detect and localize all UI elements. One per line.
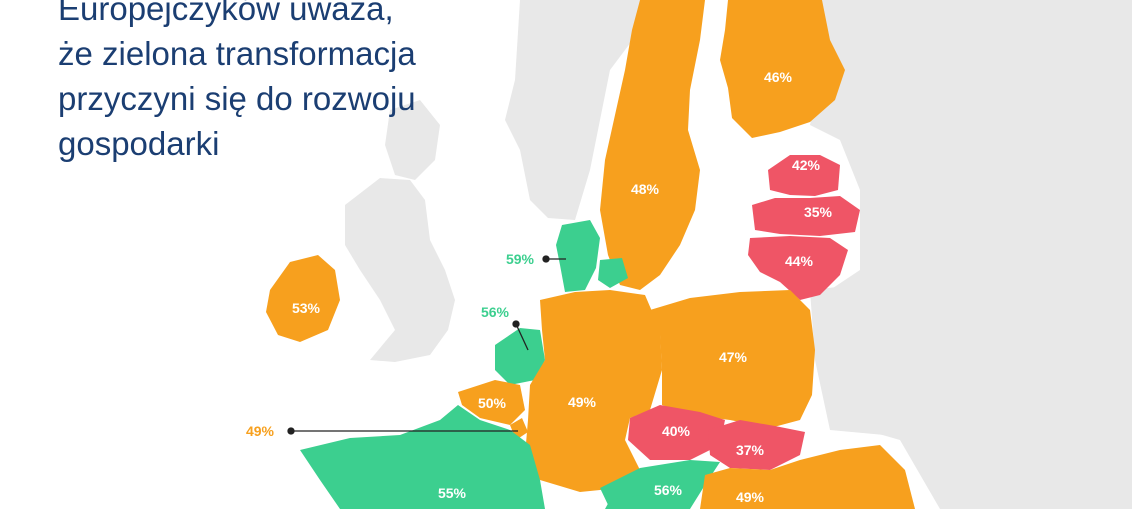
- headline-line-4: gospodarki: [58, 125, 220, 162]
- luxembourg-connector-dot: [287, 427, 295, 435]
- label-denmark: 59%: [506, 251, 535, 267]
- label-france: 55%: [438, 485, 467, 501]
- slovakia-shape[interactable]: [708, 420, 805, 470]
- netherlands-shape[interactable]: [495, 328, 545, 385]
- denmark-shape[interactable]: [556, 220, 628, 292]
- belgium-shape[interactable]: [458, 380, 525, 425]
- country-labels: 46% 48% 42% 35% 44% 59% 53% 56% 50% 49% …: [246, 69, 833, 505]
- label-estonia: 42%: [792, 157, 821, 173]
- belarus-ukraine-land: [810, 280, 980, 440]
- russia-land: [800, 0, 1132, 509]
- netherlands-connector-dot: [512, 320, 520, 328]
- label-netherlands: 56%: [481, 304, 510, 320]
- label-slovakia: 37%: [736, 442, 765, 458]
- germany-shape[interactable]: [525, 290, 662, 492]
- poland-shape[interactable]: [650, 290, 815, 428]
- headline-line-3: przyczyni się do rozwoju: [58, 80, 416, 117]
- headline-line-2: że zielona transformacja: [58, 35, 416, 72]
- norway-land: [505, 0, 640, 220]
- headline: Europejczyków uważa, że zielona transfor…: [58, 0, 528, 166]
- label-germany: 49%: [568, 394, 597, 410]
- hungary-shape[interactable]: [700, 460, 805, 509]
- label-belgium: 50%: [478, 395, 507, 411]
- ireland-shape[interactable]: [266, 255, 340, 342]
- scotland-land: [385, 100, 440, 180]
- netherlands-connector: [515, 323, 529, 351]
- label-ireland: 53%: [292, 300, 321, 316]
- lithuania-shape[interactable]: [748, 236, 848, 300]
- slovenia-shape[interactable]: [605, 495, 650, 509]
- denmark-connector-dot: [542, 255, 550, 263]
- headline-line-1: Europejczyków uważa,: [58, 0, 394, 27]
- romania-shape[interactable]: [800, 445, 915, 509]
- label-latvia: 35%: [804, 204, 833, 220]
- label-austria: 56%: [654, 482, 683, 498]
- label-connectors: [287, 255, 566, 435]
- uk-land: [345, 178, 455, 362]
- background-land: [345, 0, 1132, 509]
- estonia-shape[interactable]: [768, 155, 840, 196]
- sweden-shape[interactable]: [600, 0, 705, 290]
- label-hungary: 49%: [736, 489, 765, 505]
- label-sweden: 48%: [631, 181, 660, 197]
- finland-shape[interactable]: [720, 0, 845, 138]
- label-finland: 46%: [764, 69, 793, 85]
- label-lithuania: 44%: [785, 253, 814, 269]
- czechia-shape[interactable]: [628, 405, 725, 460]
- label-luxembourg: 49%: [246, 423, 275, 439]
- latvia-shape[interactable]: [752, 196, 860, 236]
- label-czechia: 40%: [662, 423, 691, 439]
- label-poland: 47%: [719, 349, 748, 365]
